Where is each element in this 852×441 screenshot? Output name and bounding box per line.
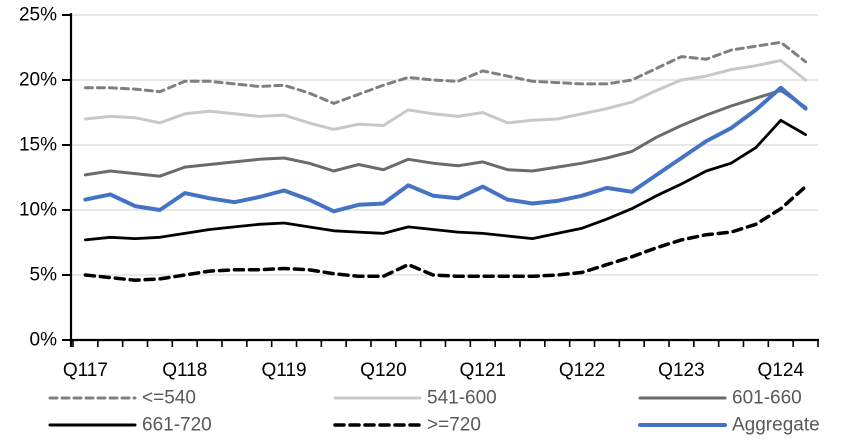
x-axis-label-Q124: Q124 bbox=[758, 360, 805, 381]
y-axis-label: 25% bbox=[19, 5, 57, 26]
x-axis-label-Q121: Q121 bbox=[460, 360, 506, 381]
series-line-541-600 bbox=[83, 59, 808, 131]
y-axis-label: 5% bbox=[30, 265, 58, 286]
x-axis-label-Q117: Q117 bbox=[63, 360, 108, 381]
series-line->=720 bbox=[83, 184, 808, 282]
legend-label-661-720: 661-720 bbox=[142, 415, 212, 436]
y-axis-label: 15% bbox=[19, 135, 57, 156]
y-axis-label: 10% bbox=[19, 200, 57, 221]
y-axis-label: 20% bbox=[19, 70, 57, 91]
legend-label-541-600: 541-600 bbox=[427, 388, 497, 409]
series-line-<=540 bbox=[83, 40, 808, 105]
x-axis-label-Q120: Q120 bbox=[360, 360, 406, 381]
x-axis-label-Q122: Q122 bbox=[559, 360, 605, 381]
series-line-661-720 bbox=[84, 118, 807, 242]
x-axis-label-Q119: Q119 bbox=[262, 360, 307, 381]
series-line-601-660 bbox=[83, 88, 808, 178]
legend-label-<=540: <=540 bbox=[142, 388, 196, 409]
legend-label->=720: >=720 bbox=[427, 415, 481, 436]
legend-label-Aggregate: Aggregate bbox=[732, 415, 820, 436]
x-axis-label-Q123: Q123 bbox=[658, 360, 704, 381]
y-axis-label: 0% bbox=[30, 330, 58, 351]
x-axis-label-Q118: Q118 bbox=[162, 360, 207, 381]
legend-label-601-660: 601-660 bbox=[732, 388, 802, 409]
series-line-Aggregate bbox=[83, 85, 808, 214]
